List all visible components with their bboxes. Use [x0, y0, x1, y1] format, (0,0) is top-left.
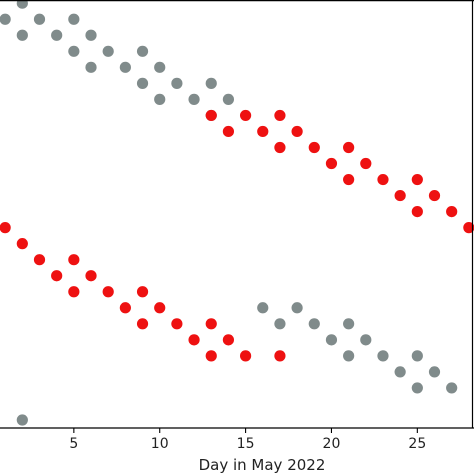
data-point: [102, 45, 114, 57]
x-tick-label: 15: [237, 436, 255, 452]
data-point: [205, 350, 217, 362]
data-point: [377, 350, 389, 362]
data-point: [325, 334, 338, 346]
data-point: [68, 45, 80, 57]
data-point: [291, 302, 303, 314]
data-point: [68, 254, 80, 266]
data-point: [85, 29, 97, 41]
data-point: [274, 109, 286, 122]
data-point: [343, 318, 355, 330]
data-point: [171, 77, 183, 89]
data-point: [154, 93, 166, 105]
data-point: [360, 334, 372, 346]
data-point: [257, 125, 269, 138]
x-ticks: 5 10 15 20 25: [69, 428, 426, 452]
data-point: [446, 382, 458, 394]
data-point: [239, 350, 252, 362]
data-point: [16, 414, 28, 426]
axes: [0, 0, 474, 429]
data-point: [0, 13, 11, 25]
data-point: [274, 350, 286, 362]
data-point: [411, 206, 423, 218]
data-point: [68, 13, 80, 25]
x-tick-label: 20: [323, 436, 341, 452]
data-point: [102, 286, 114, 298]
data-point: [205, 109, 217, 122]
data-point: [257, 302, 269, 314]
data-point: [274, 141, 286, 154]
data-point: [291, 125, 303, 138]
data-point: [136, 318, 149, 330]
x-tick-label: 5: [69, 436, 78, 452]
data-point: [222, 93, 235, 105]
data-point: [222, 125, 235, 138]
data-point: [343, 173, 355, 186]
data-point: [394, 366, 406, 378]
data-point: [239, 109, 252, 122]
data-point: [16, 238, 28, 250]
data-point: [119, 302, 131, 314]
data-point: [171, 318, 183, 330]
data-point: [428, 189, 441, 202]
data-point: [33, 254, 46, 266]
data-points: [0, 0, 474, 426]
data-point: [411, 382, 423, 394]
data-point: [51, 270, 63, 282]
data-point: [411, 173, 423, 186]
data-point: [119, 61, 131, 73]
data-point: [343, 350, 355, 362]
data-point: [308, 141, 320, 154]
data-point: [188, 93, 200, 105]
data-point: [222, 334, 235, 346]
data-point: [325, 157, 338, 170]
data-point: [205, 77, 217, 89]
data-point: [360, 157, 372, 170]
data-point: [463, 222, 474, 234]
data-point: [154, 61, 166, 73]
data-point: [188, 334, 200, 346]
data-point: [16, 29, 28, 41]
x-tick-label: 10: [151, 436, 169, 452]
data-point: [377, 173, 389, 186]
data-point: [308, 318, 320, 330]
data-point: [16, 0, 28, 9]
data-point: [85, 61, 97, 73]
data-point: [33, 13, 46, 25]
data-point: [136, 45, 149, 57]
data-point: [154, 302, 166, 314]
x-tick-label: 25: [408, 436, 426, 452]
data-point: [85, 270, 97, 282]
data-point: [411, 350, 423, 362]
data-point: [274, 318, 286, 330]
data-point: [205, 318, 217, 330]
data-point: [51, 29, 63, 41]
data-point: [136, 286, 149, 298]
data-point: [428, 366, 441, 378]
data-point: [136, 77, 149, 89]
data-point: [394, 189, 406, 202]
data-point: [68, 286, 80, 298]
data-point: [343, 141, 355, 154]
data-point: [446, 206, 458, 218]
x-axis-label: Day in May 2022: [199, 456, 326, 474]
data-point: [0, 222, 11, 234]
